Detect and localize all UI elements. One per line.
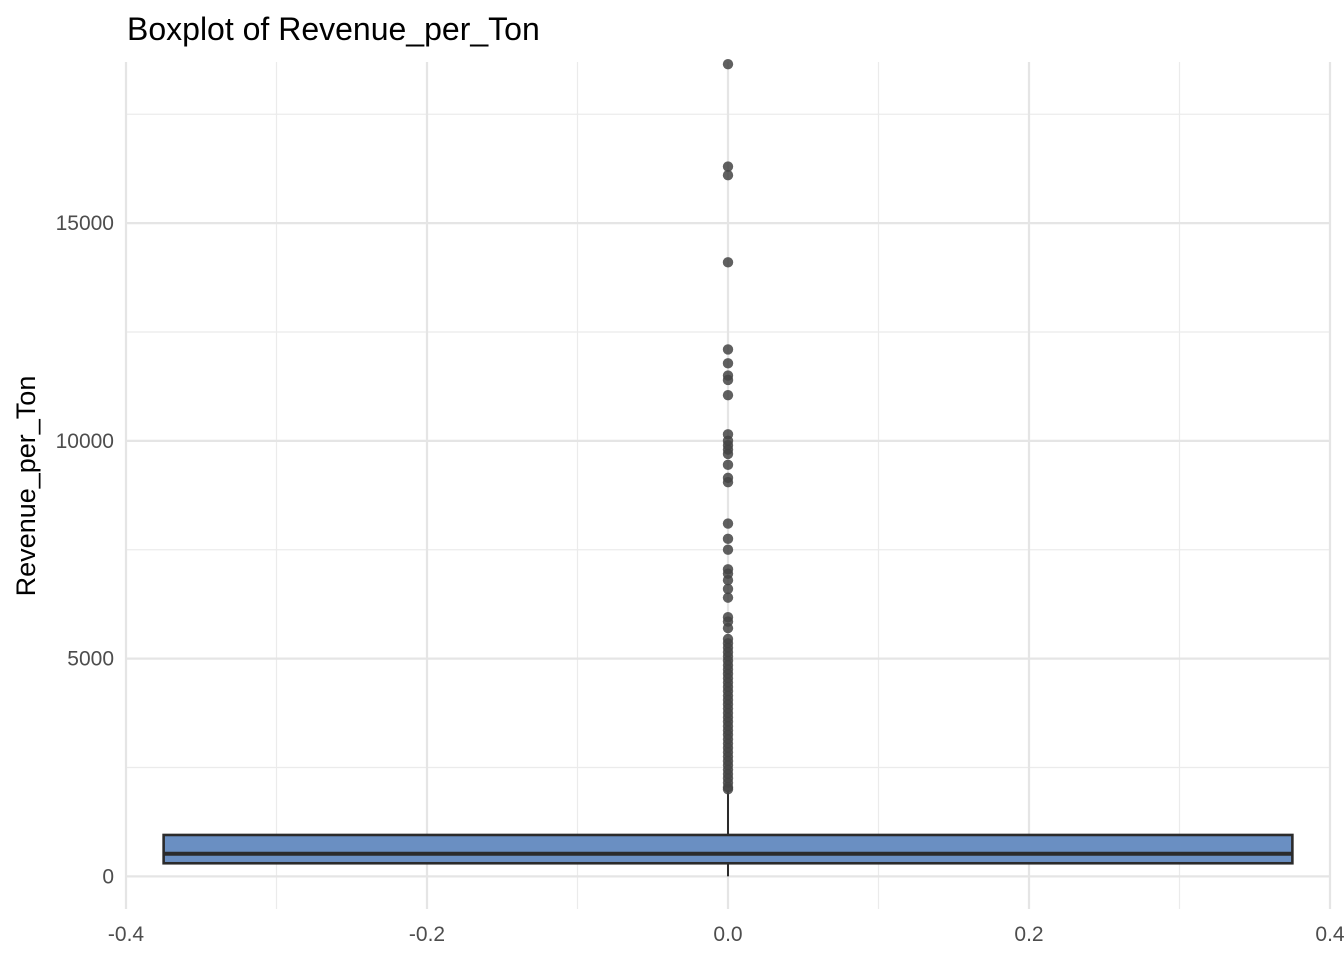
outlier-point — [722, 58, 734, 70]
outlier-point — [722, 448, 734, 460]
chart-title: Boxplot of Revenue_per_Ton — [127, 11, 540, 47]
outlier-point — [722, 518, 734, 529]
x-tick-label: 0.2 — [1014, 923, 1043, 946]
y-axis-ticks: 0 5000 10000 15000 — [56, 212, 114, 888]
x-axis-ticks: -0.4 -0.2 0.0 0.2 0.4 — [108, 923, 1344, 946]
x-tick-label: -0.4 — [108, 923, 145, 946]
x-tick-label: -0.2 — [409, 923, 445, 946]
iqr-box — [162, 833, 1294, 865]
outlier-point — [722, 459, 734, 471]
y-axis-title: Revenue_per_Ton — [11, 376, 41, 597]
y-tick-label: 0 — [102, 865, 114, 888]
outlier-point — [722, 161, 734, 172]
outlier-point — [722, 257, 734, 268]
outlier-point — [722, 575, 734, 586]
x-tick-label: 0.0 — [713, 923, 742, 946]
outlier-point — [722, 784, 734, 795]
outlier-point — [722, 477, 734, 488]
outlier-point — [722, 592, 734, 603]
outlier-point — [722, 344, 734, 355]
y-tick-label: 10000 — [56, 430, 114, 453]
x-tick-label: 0.4 — [1315, 923, 1344, 946]
outlier-point — [722, 533, 734, 545]
boxplot-box — [162, 790, 1294, 877]
outlier-point — [722, 389, 734, 401]
outlier-point — [722, 170, 734, 181]
outlier-point — [722, 358, 734, 369]
outlier-point — [722, 544, 734, 555]
y-tick-label: 5000 — [67, 648, 114, 671]
y-tick-label: 15000 — [56, 212, 114, 235]
outlier-point — [722, 374, 734, 386]
outlier-points — [722, 58, 734, 795]
outlier-point — [722, 622, 734, 634]
outlier-point — [722, 583, 734, 595]
